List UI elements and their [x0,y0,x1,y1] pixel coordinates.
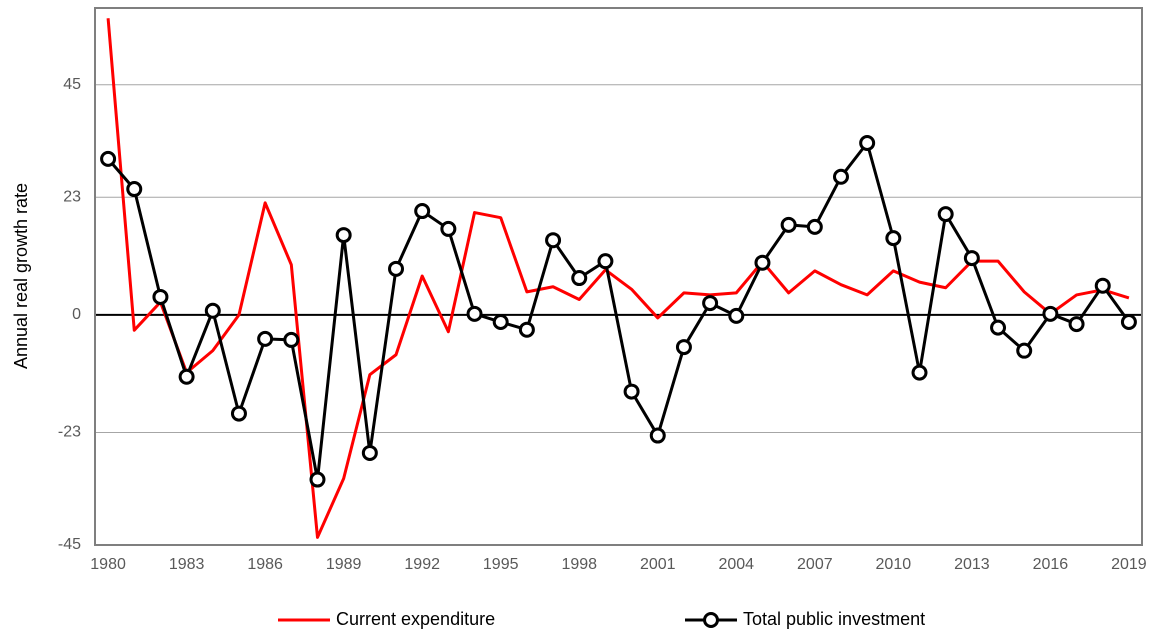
point-marker [702,295,719,312]
point-marker [152,288,169,305]
point-marker [204,302,221,319]
point-marker [963,250,980,267]
y-tick-label: 0 [72,306,81,323]
point-marker [257,330,274,347]
point-marker [361,444,378,461]
point-marker [414,203,431,220]
x-tick-label: 2019 [1111,556,1147,573]
point-marker [126,181,143,198]
point-marker [466,305,483,322]
point-marker [885,230,902,247]
point-marker [1042,305,1059,322]
x-tick-label: 1992 [404,556,440,573]
point-marker [832,168,849,185]
point-marker [283,331,300,348]
x-tick-label: 2016 [1033,556,1069,573]
point-marker [545,232,562,249]
point-marker [780,216,797,233]
x-tick-label: 2004 [718,556,754,573]
x-tick-label: 1995 [483,556,519,573]
point-marker [100,150,117,167]
point-marker [806,218,823,235]
series-line [106,141,1131,482]
y-tick-label: 45 [63,76,81,93]
point-marker [911,364,928,381]
point-marker [388,260,405,277]
point-marker [990,319,1007,336]
legend-marker [703,612,719,628]
point-marker [623,383,640,400]
point-marker [492,314,509,331]
point-marker [649,427,666,444]
x-tick-label: 2007 [797,556,833,573]
point-marker [1094,277,1111,294]
point-marker [597,253,614,270]
point-marker [309,471,326,488]
x-tick-label: 1980 [90,556,126,573]
x-tick-label: 2010 [876,556,912,573]
point-marker [440,220,457,237]
series-line [106,18,1130,539]
point-marker [178,368,195,385]
plot-border [94,7,1143,546]
x-tick-label: 1983 [169,556,205,573]
point-marker [230,405,247,422]
y-axis-title: Annual real growth rate [11,183,31,369]
y-tick-label: -23 [58,424,81,441]
x-tick-label: 2013 [954,556,990,573]
point-marker [859,135,876,152]
point-marker [518,321,535,338]
x-tick-label: 1989 [326,556,362,573]
point-marker [1120,314,1137,331]
x-tick-label: 2001 [640,556,676,573]
point-marker [1016,342,1033,359]
x-tick-label: 1998 [561,556,597,573]
legend-text: Total public investment [743,609,925,629]
point-marker [335,227,352,244]
point-marker [937,206,954,223]
legend-text: Current expenditure [336,609,495,629]
point-marker [675,339,692,356]
y-tick-label: -45 [58,536,81,553]
point-marker [1068,316,1085,333]
point-marker [728,307,745,324]
y-tick-label: 23 [63,188,81,205]
point-marker [571,270,588,287]
point-marker [754,254,771,271]
x-tick-label: 1986 [247,556,283,573]
